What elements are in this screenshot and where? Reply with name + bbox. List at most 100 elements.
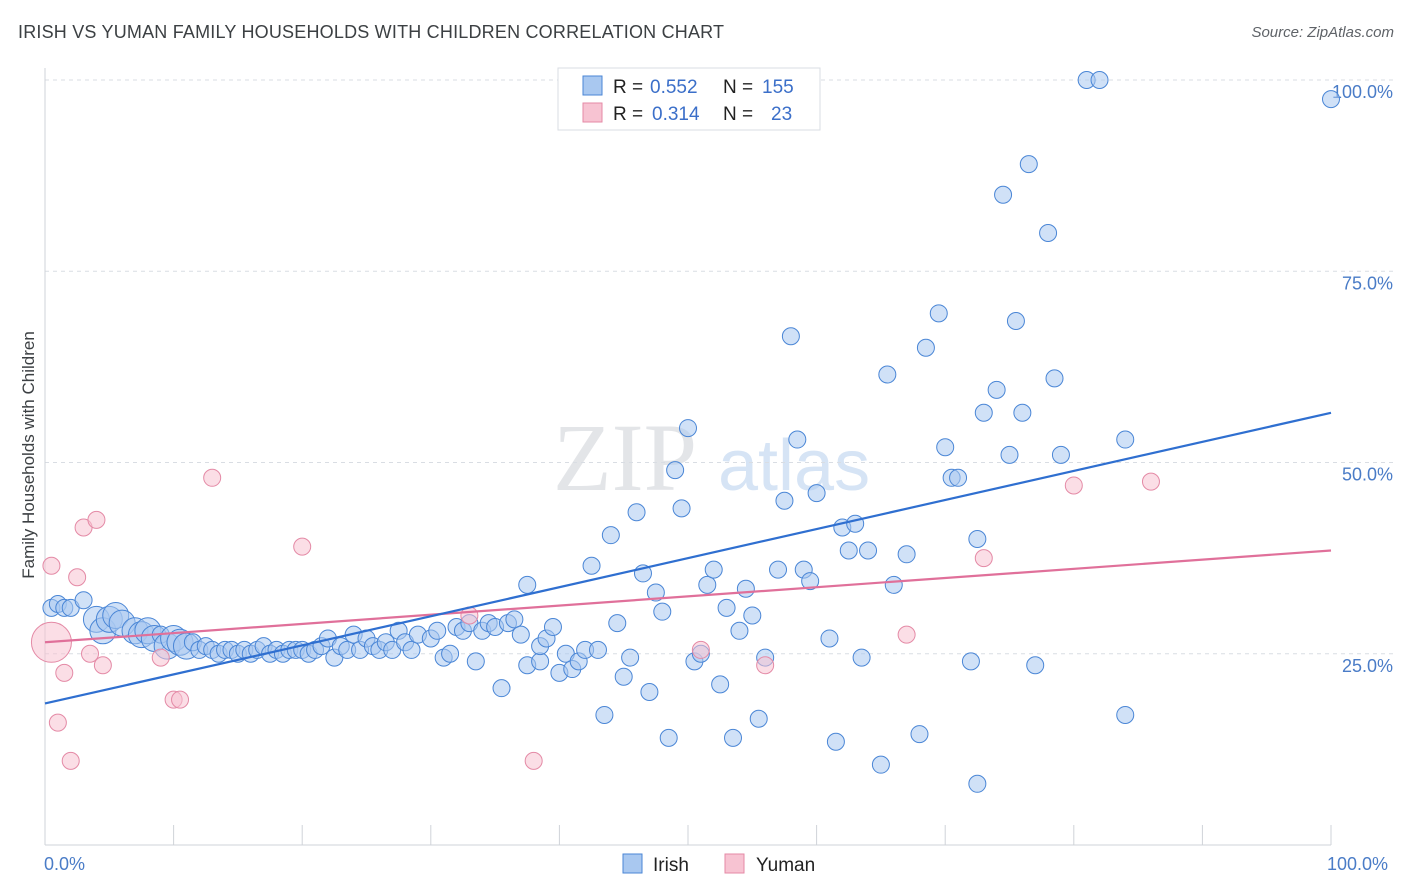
irish-point-92 [653,602,672,621]
series-yuman-points [30,468,1160,770]
yuman-point-22 [1141,472,1160,491]
yuman-point-2 [48,713,67,732]
yuman-point-12 [171,690,190,709]
irish-point-109 [769,560,788,579]
yuman-point-14 [293,537,312,556]
irish-point-100 [704,560,723,579]
irish-point-88 [627,503,646,522]
irish-point-106 [743,606,762,625]
irish-point-128 [916,338,935,357]
irish-point-4 [74,591,93,610]
irish-point-151 [1322,90,1340,109]
y-axis-tick-labels: 25.0% 50.0% 75.0% 100.0% [1332,82,1393,676]
irish-point-68 [505,610,524,629]
irish-point-102 [717,598,736,617]
irish-point-58 [441,644,460,663]
irish-point-75 [543,617,562,636]
irish-point-141 [1013,403,1032,422]
yuman-point-13 [203,468,222,487]
irish-point-120 [846,514,865,533]
irish-point-134 [968,774,987,793]
irish-trend-line [44,411,1332,705]
irish-point-83 [595,705,614,724]
irish-point-85 [608,614,627,633]
irish-point-145 [1045,369,1064,388]
yuman-point-20 [974,549,993,568]
series-irish-points [42,71,1340,793]
x-axis-ticks [44,825,1332,845]
irish-point-82 [588,640,607,659]
irish-point-123 [871,755,890,774]
irish-point-143 [1026,656,1045,675]
irish-point-84 [601,526,620,545]
legend-bottom-irish-label: Irish [653,855,689,876]
yuman-point-17 [691,640,710,659]
legend-yuman-r-label: R = [613,104,643,125]
x-tick-label-min: 0.0% [44,854,85,874]
yuman-point-4 [61,751,80,770]
yuman-point-18 [756,656,775,675]
legend-yuman-r-value: 0.314 [652,104,700,125]
legend-top: R = 0.552 N = 155 R = 0.314 N = 23 [557,67,821,131]
legend-irish-n-label: N = [723,77,753,98]
irish-point-148 [1090,71,1109,89]
irish-point-127 [910,725,929,744]
irish-point-144 [1039,224,1058,242]
legend-bottom-irish-swatch [622,853,643,874]
legend-irish-swatch [582,75,603,96]
yuman-point-16 [524,751,543,770]
source-label: Source: ZipAtlas.com [1251,24,1394,41]
y-tick-label-75: 75.0% [1342,273,1393,293]
irish-point-133 [961,652,980,671]
irish-point-130 [936,438,955,457]
legend-yuman-swatch [582,102,603,123]
irish-point-104 [730,621,749,640]
irish-point-132 [949,468,968,487]
irish-point-86 [614,667,633,686]
irish-point-116 [820,629,839,648]
legend-yuman-n-value: 23 [771,104,792,125]
legend-bottom-yuman-label: Yuman [756,855,815,876]
irish-point-56 [428,621,447,640]
irish-point-107 [749,709,768,728]
irish-point-96 [679,419,697,438]
yuman-point-10 [151,648,170,667]
irish-point-142 [1019,155,1038,174]
irish-point-114 [801,572,820,591]
legend-irish-n-value: 155 [762,77,794,98]
yuman-point-19 [897,625,916,644]
irish-point-119 [839,541,858,560]
irish-point-121 [852,648,871,667]
irish-point-146 [1051,445,1070,464]
y-tick-label-25: 25.0% [1342,656,1393,676]
irish-point-149 [1116,430,1135,449]
irish-point-122 [859,541,878,560]
irish-point-117 [826,732,845,751]
irish-point-137 [987,380,1006,399]
irish-point-112 [788,430,807,449]
yuman-point-3 [55,663,74,682]
trend-lines [44,411,1332,705]
legend-bottom-yuman-swatch [724,853,745,874]
irish-point-87 [621,648,640,667]
yuman-point-1 [42,556,61,575]
irish-point-136 [974,403,993,422]
irish-point-81 [582,556,601,575]
irish-point-101 [711,675,730,694]
irish-point-66 [492,679,511,698]
irish-point-115 [807,484,826,503]
irish-point-94 [666,461,685,480]
irish-point-139 [1000,445,1019,464]
irish-point-138 [994,185,1013,204]
irish-point-129 [929,304,948,323]
irish-point-150 [1116,705,1135,724]
legend-yuman-n-label: N = [723,104,753,125]
irish-point-103 [724,728,743,747]
x-tick-label-max: 100.0% [1327,854,1388,874]
irish-point-135 [968,530,987,548]
irish-point-125 [884,575,903,594]
irish-point-124 [878,365,897,384]
irish-point-95 [672,499,691,518]
irish-point-111 [781,327,800,346]
